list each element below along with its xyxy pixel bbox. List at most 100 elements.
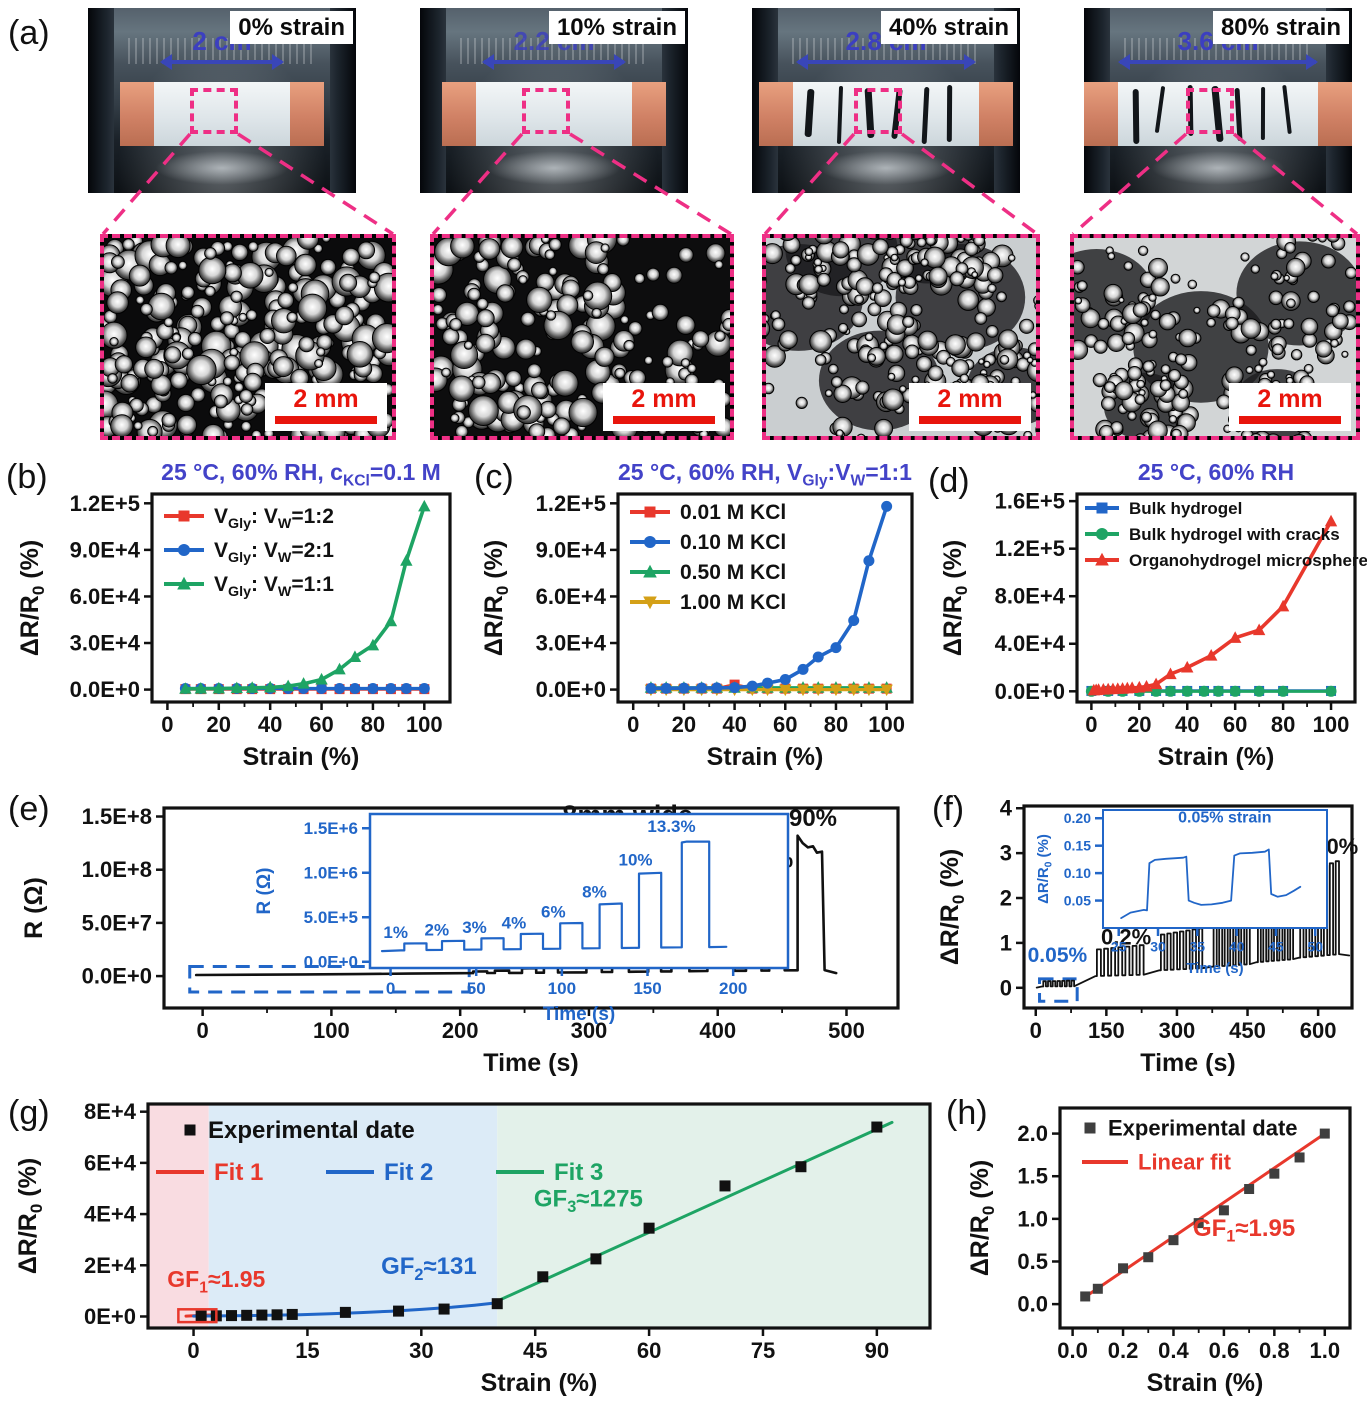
electrode-left (759, 82, 793, 146)
electrode-right (290, 82, 324, 146)
svg-text:0.0E+0: 0.0E+0 (995, 679, 1065, 704)
svg-text:Linear fit: Linear fit (1138, 1149, 1232, 1174)
svg-text:Strain (%): Strain (%) (481, 1369, 598, 1397)
zoom-region-box (1186, 88, 1234, 134)
svg-text:1.2E+5: 1.2E+5 (70, 491, 140, 516)
svg-text:200: 200 (719, 979, 747, 998)
svg-text:R (Ω): R (Ω) (254, 868, 275, 915)
svg-text:45: 45 (1268, 938, 1284, 954)
svg-text:0: 0 (1030, 1018, 1042, 1043)
svg-text:0.6: 0.6 (1209, 1338, 1240, 1363)
svg-text:0.05%: 0.05% (1028, 944, 1088, 967)
svg-text:0.0E+0: 0.0E+0 (82, 964, 152, 989)
strain-tag: 40% strain (880, 11, 1017, 45)
photo-40pct-strain: 2.8 cm 40% strain (752, 8, 1020, 193)
svg-text:2.0: 2.0 (1017, 1121, 1048, 1146)
svg-text:1.2E+5: 1.2E+5 (536, 491, 606, 516)
scale-bar-line (1239, 416, 1341, 424)
length-arrow (1118, 54, 1318, 70)
svg-text:6.0E+4: 6.0E+4 (70, 584, 141, 609)
scale-bar-line (275, 416, 377, 424)
svg-text:0.01 M KCl: 0.01 M KCl (680, 501, 786, 524)
svg-text:Strain (%): Strain (%) (1147, 1369, 1264, 1397)
svg-text:25 °C, 60% RH, cKCl=0.1 M: 25 °C, 60% RH, cKCl=0.1 M (161, 459, 441, 490)
micrograph-0pct: 2 mm (100, 234, 396, 440)
gel-crack (1132, 89, 1140, 145)
svg-text:500: 500 (828, 1018, 865, 1043)
svg-text:Fit 2: Fit 2 (384, 1159, 433, 1186)
svg-text:45: 45 (523, 1338, 547, 1363)
svg-text:80: 80 (1271, 712, 1295, 737)
svg-text:8.0E+4: 8.0E+4 (995, 584, 1066, 609)
gel-crack (946, 84, 952, 143)
scale-bar: 2 mm (909, 383, 1031, 431)
svg-text:1.0: 1.0 (1309, 1338, 1340, 1363)
svg-text:9.0E+4: 9.0E+4 (536, 537, 607, 562)
svg-text:ΔR/R0 (%): ΔR/R0 (%) (966, 1160, 998, 1276)
svg-text:1%: 1% (383, 923, 408, 942)
svg-text:VGly: VW=2:1: VGly: VW=2:1 (214, 539, 334, 566)
svg-text:0.10: 0.10 (1064, 865, 1091, 881)
svg-text:3.0E+4: 3.0E+4 (536, 630, 607, 655)
scale-bar-label: 2 mm (1257, 385, 1323, 413)
svg-text:2E+4: 2E+4 (84, 1253, 137, 1278)
micrograph-10pct: 2 mm (430, 234, 734, 440)
svg-text:3%: 3% (462, 918, 487, 937)
svg-text:150: 150 (633, 979, 661, 998)
svg-text:4: 4 (1000, 796, 1013, 821)
svg-text:600: 600 (1300, 1018, 1337, 1043)
svg-text:Strain (%): Strain (%) (1158, 743, 1275, 771)
svg-text:0.05: 0.05 (1064, 892, 1091, 908)
svg-text:100: 100 (548, 979, 576, 998)
svg-text:Time (s): Time (s) (483, 1049, 578, 1077)
svg-text:1.5E+8: 1.5E+8 (82, 804, 152, 829)
svg-text:25 °C, 60% RH: 25 °C, 60% RH (1138, 459, 1294, 485)
svg-text:0.10 M KCl: 0.10 M KCl (680, 531, 786, 554)
svg-text:3.0E+4: 3.0E+4 (70, 630, 141, 655)
svg-text:80: 80 (824, 712, 848, 737)
gel-crack (836, 85, 843, 144)
svg-text:GF1≈1.95: GF1≈1.95 (1193, 1215, 1295, 1246)
scale-bar-label: 2 mm (293, 385, 359, 413)
svg-text:4%: 4% (502, 913, 527, 932)
electrode-left (442, 82, 476, 146)
electrode-right (1318, 82, 1352, 146)
svg-text:ΔR/R0 (%): ΔR/R0 (%) (14, 1158, 46, 1274)
svg-text:60: 60 (637, 1338, 661, 1363)
svg-text:8%: 8% (582, 883, 607, 902)
panel-label-e: (e) (8, 790, 50, 828)
chart-e-inset: 0 50 100 150 200 0.0E+0 5.0E+5 1.0E+6 1.5E+6 Time… (254, 812, 790, 1025)
svg-text:20: 20 (1127, 712, 1151, 737)
gel-crack (1261, 86, 1266, 140)
chart-g: 0 15 30 45 60 75 90 0E+0 2E+4 4E+4 6E+4 8E+4 Strain … (14, 1099, 932, 1397)
svg-text:VGly: VW=1:2: VGly: VW=1:2 (214, 505, 334, 532)
svg-text:VGly: VW=1:1: VGly: VW=1:1 (214, 573, 334, 600)
svg-text:0: 0 (1000, 975, 1012, 1000)
gel-crack (1154, 85, 1166, 133)
svg-text:300: 300 (571, 1018, 608, 1043)
svg-text:9.0E+4: 9.0E+4 (70, 537, 141, 562)
svg-text:ΔR/R0 (%): ΔR/R0 (%) (16, 540, 48, 656)
panel-label-b: (b) (6, 458, 48, 496)
svg-text:1.0E+6: 1.0E+6 (304, 864, 358, 883)
length-arrow (160, 54, 284, 70)
svg-text:25 °C, 60% RH, VGly:VW=1:1: 25 °C, 60% RH, VGly:VW=1:1 (618, 459, 912, 490)
strain-tag: 80% strain (1212, 11, 1349, 45)
svg-text:0: 0 (1085, 712, 1097, 737)
svg-text:1.0: 1.0 (1017, 1206, 1048, 1231)
strain-tag: 10% strain (548, 11, 685, 45)
chart-f-inset: 25 30 35 40 45 50 0.05 0.10 0.15 0.20 Time (s) ΔR/R… (1035, 809, 1328, 977)
panel-label-h: (h) (946, 1094, 988, 1132)
svg-text:25: 25 (1111, 938, 1127, 954)
svg-text:0: 0 (161, 712, 173, 737)
scale-bar: 2 mm (265, 383, 387, 431)
svg-text:R (Ω): R (Ω) (20, 877, 48, 939)
chart-b: 0 20 40 60 80 100 0.0E+0 3.0E+4 6.0E+4 9.0E+4 1.2E… (16, 459, 452, 771)
svg-text:2: 2 (1000, 886, 1012, 911)
glare (1151, 151, 1285, 185)
svg-text:40: 40 (722, 712, 746, 737)
svg-text:Bulk hydrogel: Bulk hydrogel (1129, 499, 1242, 518)
photo-0pct-strain: 2 cm 0% strain (88, 8, 356, 193)
svg-text:0E+0: 0E+0 (84, 1304, 136, 1329)
